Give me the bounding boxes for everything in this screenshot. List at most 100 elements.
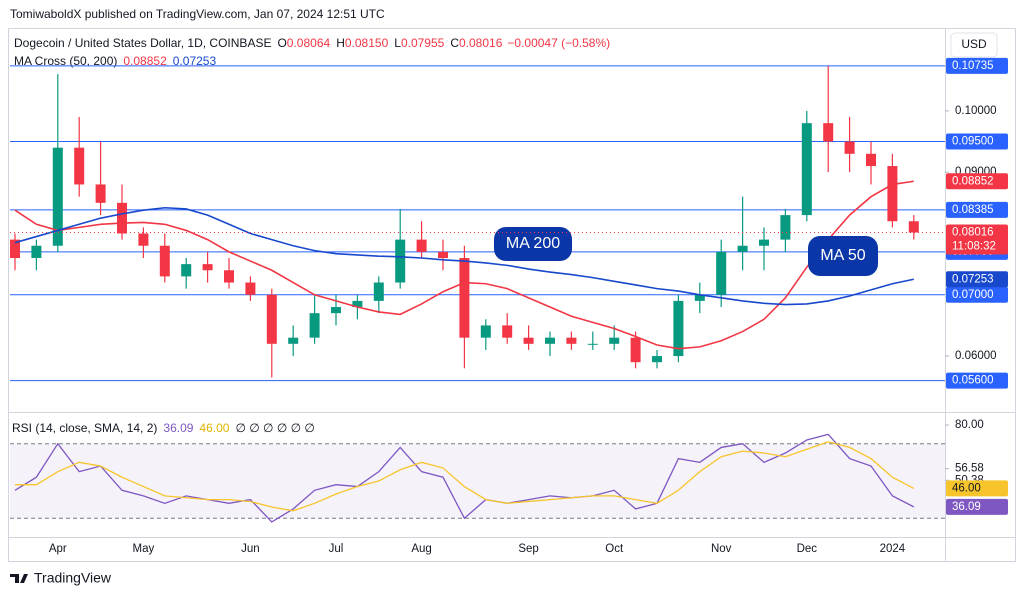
x-tick-label: Dec [797, 543, 818, 555]
candle-body [801, 123, 812, 216]
candle-body [416, 239, 427, 252]
candle-body [245, 282, 256, 295]
candle-body [737, 245, 748, 252]
ma-tag: 0.08852 [952, 175, 994, 187]
level-tag-box [946, 201, 1008, 218]
annotation-label: MA 50 [820, 247, 865, 264]
candle-body [181, 264, 192, 277]
annotation-bubble [808, 236, 878, 276]
rsi-tag-box [946, 498, 1008, 515]
level-tag-box [946, 286, 1008, 303]
publisher: TomiwaboldX published on TradingView.com… [10, 7, 385, 21]
candle-body [545, 337, 555, 344]
ohlc-value: 0.08064 [287, 36, 331, 50]
y-tick-label: 0.10000 [955, 105, 997, 117]
symbol-legend: Dogecoin / United States Dollar, 1D, COI… [14, 36, 610, 50]
rsi-line [14, 433, 915, 523]
ma-tag-box [946, 271, 1008, 288]
rsi-tag: 36.09 [952, 501, 981, 513]
candle-body [95, 184, 106, 203]
candle-body [224, 270, 234, 283]
candle-body [673, 300, 684, 357]
candle-body [523, 337, 534, 344]
rsi-sma-tag: 46.00 [952, 482, 981, 494]
candle-body [780, 215, 791, 240]
y-tick-label: 56.58 [955, 463, 984, 475]
currency[interactable]: USD [961, 37, 987, 51]
brand: TradingView [10, 570, 112, 586]
rsi-legend: RSI (14, close, SMA, 14, 2) 36.09 46.00 ∅ ∅… [12, 421, 315, 435]
annotation-label: MA 200 [506, 235, 560, 252]
candle-body [266, 294, 277, 344]
level-tag-box [946, 133, 1008, 150]
ohlc-key: H [336, 36, 345, 50]
y-tick-label: 0.06000 [955, 350, 997, 362]
last-price: 0.08016 [952, 227, 994, 239]
candle-body [288, 337, 299, 344]
indicator: MA Cross (50, 200) [14, 54, 117, 68]
candle-body [202, 264, 213, 271]
candle-body [138, 233, 149, 246]
rsi-empty: ∅ ∅ ∅ ∅ ∅ ∅ [235, 421, 314, 435]
indicator-legend: MA Cross (50, 200) 0.08852 0.07253 [14, 54, 216, 68]
candle-body [823, 123, 834, 142]
candle-body [887, 166, 898, 222]
candle-body [480, 325, 491, 338]
ma-value: 0.08852 [123, 54, 167, 68]
ma-tag-box [946, 173, 1008, 190]
level-tag: 0.05600 [952, 375, 994, 387]
candle-body [502, 325, 513, 338]
candle-body [352, 300, 363, 308]
candle-body [309, 313, 320, 338]
ohlc-value: 0.07955 [401, 36, 445, 50]
candle-body [159, 245, 170, 277]
ma-tag: 0.07253 [952, 273, 994, 285]
candle-body [908, 221, 919, 233]
chart-frame [8, 28, 1016, 562]
rsi-value: 36.09 [163, 421, 193, 435]
candle-body [759, 239, 769, 246]
candle-body [694, 294, 705, 301]
currency-button[interactable] [950, 32, 998, 58]
ohlc-key: L [394, 36, 401, 50]
candle-body [373, 282, 384, 301]
x-tick-label: Sep [518, 543, 538, 555]
symbol: Dogecoin / United States Dollar, 1D, COI… [14, 36, 271, 50]
ohlc-key: O [277, 36, 286, 50]
level-tag: 0.09500 [952, 136, 994, 148]
candle-body [10, 239, 20, 258]
x-tick-label: Jul [329, 543, 344, 555]
rsi-band [10, 443, 945, 519]
candle-body [844, 141, 855, 154]
candle-body [117, 202, 127, 234]
candle-body [630, 337, 641, 363]
last-price-box [946, 224, 1008, 255]
level-tag: 0.08385 [952, 204, 994, 216]
candle-body [459, 258, 470, 338]
y-tick-label: 80.00 [955, 419, 984, 431]
x-tick-label: Apr [49, 543, 67, 555]
rsi-title: RSI (14, close, SMA, 14, 2) [12, 421, 157, 435]
x-tick-label: Oct [605, 543, 624, 555]
brand-name: TradingView [34, 570, 112, 586]
candle-body [438, 251, 448, 258]
level-tag: 0.10735 [952, 60, 994, 72]
candle-body [609, 337, 620, 344]
x-tick-label: Aug [411, 543, 431, 555]
candle-body [566, 337, 577, 344]
level-tag-box [946, 372, 1008, 389]
candle-body [52, 147, 63, 246]
ohlc-value: 0.08150 [345, 36, 389, 50]
change: −0.00047 (−0.58%) [507, 36, 610, 50]
countdown: 11:08:32 [952, 241, 996, 253]
candle-body [395, 239, 406, 283]
rsi-sma-tag-box [946, 480, 1008, 497]
x-tick-label: Nov [711, 543, 732, 555]
level-tag: 0.07000 [952, 289, 994, 301]
x-tick-label: May [133, 543, 155, 555]
level-tag-box [946, 57, 1008, 74]
candle-body [716, 251, 727, 295]
rsi-line [15, 441, 915, 512]
